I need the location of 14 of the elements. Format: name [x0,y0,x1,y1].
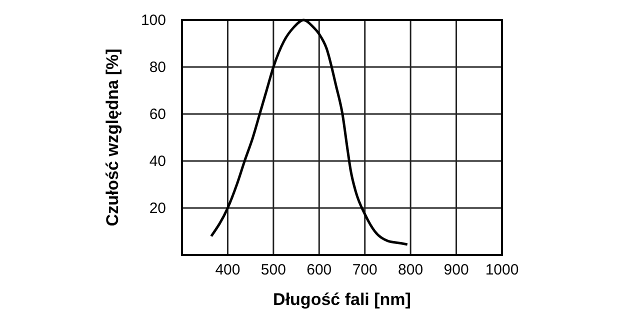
y-tick-label: 40 [149,152,166,170]
y-tick-label: 60 [149,106,166,123]
x-tick-label: 900 [444,262,469,279]
x-axis-title: Długość fali [nm] [273,290,411,309]
x-tick-label: 400 [215,262,240,279]
x-tick-label: 700 [352,262,378,279]
x-tick-label: 800 [398,262,424,279]
x-tick-label: 500 [260,262,286,279]
x-tick-label: 600 [306,262,332,279]
y-tick-label: 80 [149,58,166,76]
x-tick-label: 1000 [485,262,519,279]
y-axis-title: Czułość względna [%] [103,48,122,226]
y-tick-label: 100 [140,12,166,29]
y-tick-label: 20 [149,200,166,217]
